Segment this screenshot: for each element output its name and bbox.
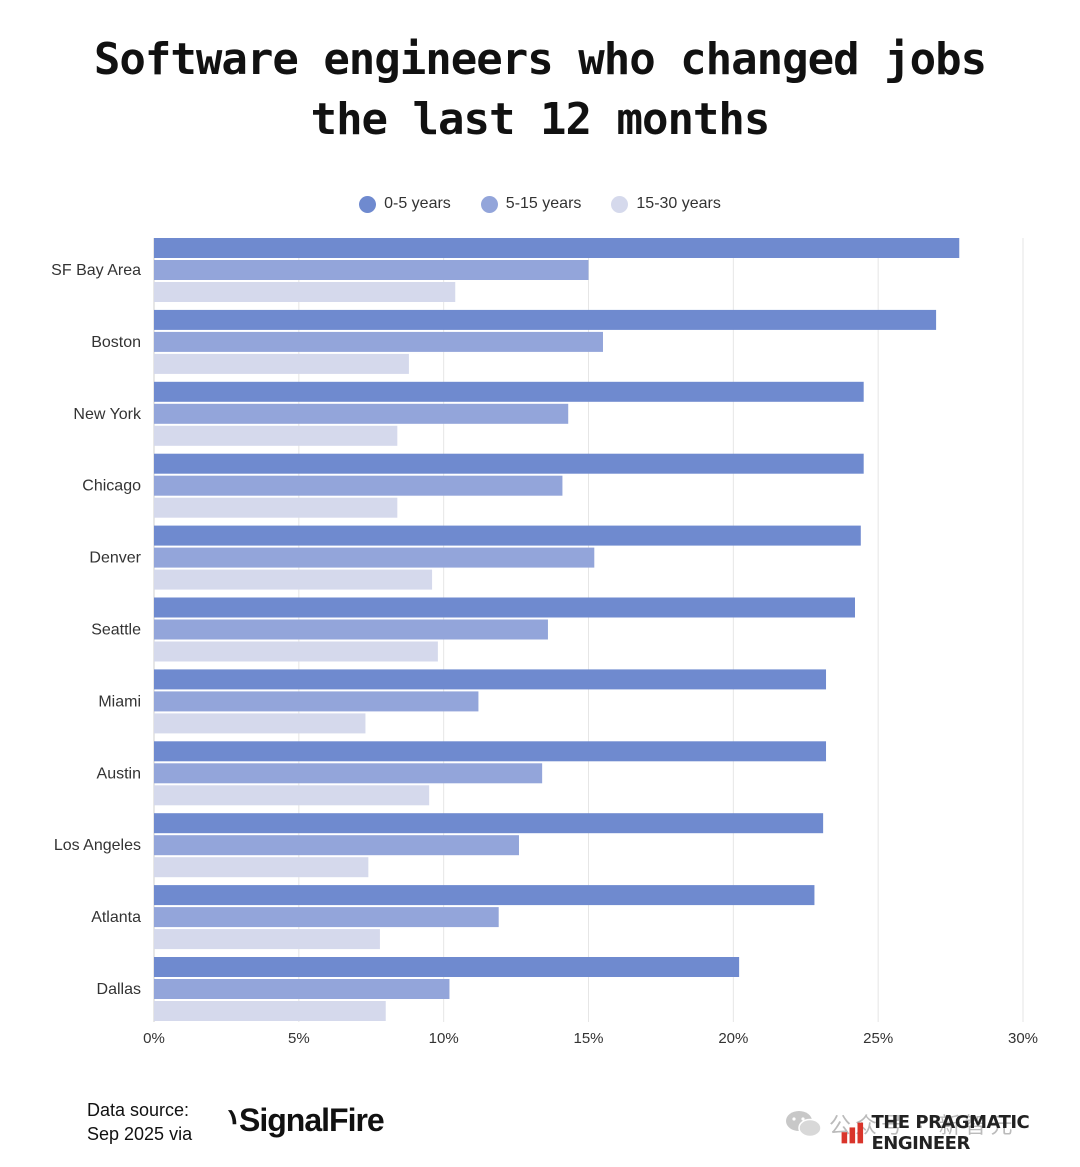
- pragmatic-engineer-logo-icon: [841, 1122, 864, 1144]
- bar: [154, 353, 409, 374]
- category-label: Dallas: [97, 981, 141, 998]
- bar: [154, 547, 595, 568]
- category-label: Los Angeles: [54, 837, 141, 854]
- chart-title-line-2: the last 12 months: [310, 94, 771, 145]
- bar: [154, 238, 960, 258]
- legend-swatch-icon: [359, 195, 377, 213]
- pragmatic-engineer-name: THE PRAGMATIC ENGINEER: [871, 1112, 1030, 1154]
- signalfire-mark-icon: ⹚: [228, 1106, 237, 1139]
- category-label: Miami: [98, 693, 141, 710]
- bar: [154, 619, 548, 640]
- bar: [154, 885, 815, 906]
- bar: [154, 641, 438, 662]
- legend-label: 5-15 years: [505, 195, 582, 212]
- legend: 0-5 years 5-15 years 15-30 years: [0, 195, 1080, 213]
- bar: [154, 1001, 386, 1021]
- bar: [154, 331, 603, 352]
- legend-label: 15-30 years: [636, 195, 721, 212]
- pragmatic-engineer-logo: THE PRAGMATIC ENGINEER: [840, 1112, 1080, 1154]
- legend-item-5-15-years: 5-15 years: [480, 195, 582, 213]
- bar: [154, 669, 827, 690]
- bar: [154, 425, 398, 446]
- bar: [154, 957, 740, 977]
- x-tick-label: 20%: [718, 1030, 748, 1047]
- bar: [154, 979, 450, 999]
- x-tick-label: 25%: [863, 1030, 893, 1047]
- bar: [154, 260, 589, 280]
- category-label: New York: [73, 406, 142, 423]
- bar: [154, 453, 864, 474]
- data-source-line-2: Sep 2025 via: [87, 1124, 193, 1144]
- bar: [154, 835, 519, 856]
- x-tick-label: 30%: [1008, 1030, 1038, 1047]
- bar: [154, 497, 398, 518]
- bar: [154, 525, 861, 546]
- bar: [154, 741, 827, 762]
- category-label: Austin: [97, 765, 141, 782]
- bar: [154, 309, 937, 330]
- data-source-line-1: Data source:: [87, 1100, 190, 1120]
- legend-label: 0-5 years: [384, 195, 451, 212]
- data-source-note: Data source: Sep 2025 via: [87, 1098, 192, 1146]
- bar-chart: 0% 5% 10% 15% 20% 25% 30% SF Bay Area Boston New …: [51, 238, 1038, 1047]
- x-tick-label: 10%: [429, 1030, 459, 1047]
- bar: [154, 691, 479, 712]
- x-tick-label: 0%: [143, 1030, 165, 1047]
- legend-item-0-5-years: 0-5 years: [359, 195, 451, 213]
- bar: [154, 282, 456, 302]
- bar: [154, 857, 369, 878]
- signalfire-logo: ⹚ SignalFire: [228, 1100, 385, 1141]
- x-tick-label: 15%: [573, 1030, 603, 1047]
- bar: [154, 763, 543, 784]
- category-label: Seattle: [91, 622, 141, 639]
- bar: [154, 713, 366, 734]
- legend-swatch-icon: [480, 195, 498, 213]
- wechat-icon: [786, 1111, 822, 1138]
- signalfire-name: SignalFire: [239, 1102, 385, 1138]
- bar: [154, 403, 569, 424]
- bar: [154, 597, 855, 618]
- category-label: Atlanta: [91, 909, 141, 926]
- chart-title: Software engineers who changed jobs the …: [0, 30, 1080, 150]
- legend-item-15-30-years: 15-30 years: [611, 195, 721, 213]
- bar: [154, 381, 864, 402]
- bar: [154, 813, 824, 834]
- bar: [154, 475, 563, 496]
- chart-title-line-1: Software engineers who changed jobs: [93, 34, 987, 85]
- legend-swatch-icon: [611, 195, 629, 213]
- bar: [154, 785, 430, 806]
- category-label: Chicago: [82, 478, 141, 495]
- bar: [154, 929, 380, 950]
- bar: [154, 907, 499, 928]
- category-label: Denver: [89, 550, 141, 567]
- category-label: Boston: [91, 334, 141, 351]
- bar: [154, 569, 433, 590]
- x-tick-label: 5%: [288, 1030, 310, 1047]
- category-label: SF Bay Area: [51, 262, 141, 279]
